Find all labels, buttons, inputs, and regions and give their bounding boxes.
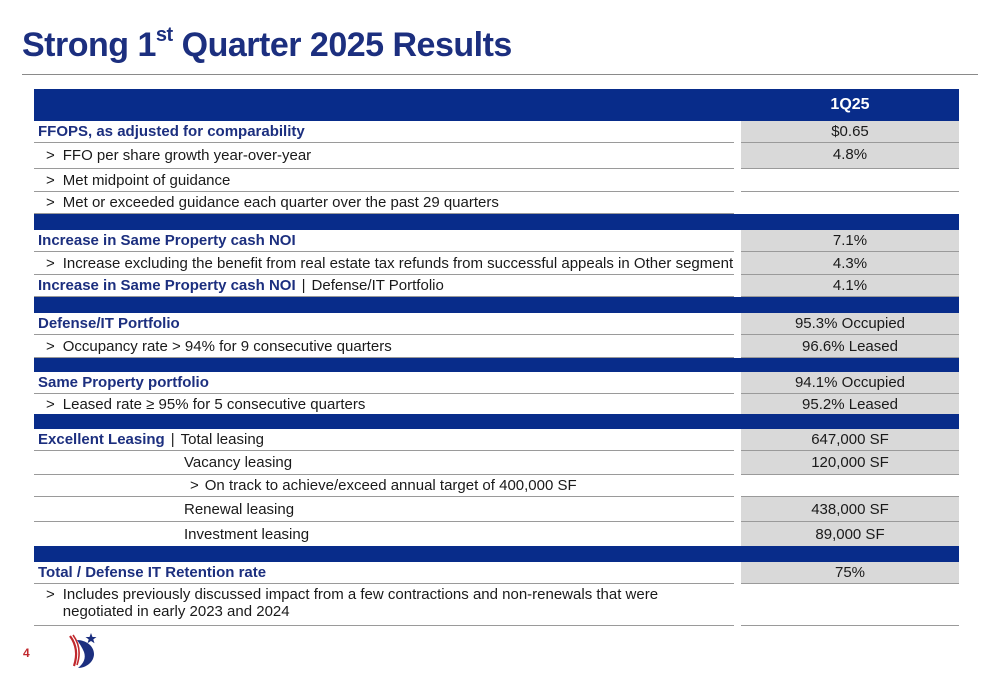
row-value: 75% bbox=[741, 562, 959, 584]
row-label: Vacancy leasing bbox=[34, 451, 734, 475]
row-label: > FFO per share growth year-over-year bbox=[34, 143, 734, 169]
row-value: 95.2% Leased bbox=[741, 394, 959, 414]
section-divider bbox=[34, 358, 959, 372]
table-row-same-portfolio: Same Property portfolio 94.1% Occupied bbox=[34, 372, 959, 394]
row-value: 4.1% bbox=[741, 275, 959, 297]
table-row-ffo-growth: > FFO per share growth year-over-year 4.8… bbox=[34, 143, 959, 169]
row-value: 120,000 SF bbox=[741, 451, 959, 475]
table-row-same-prop-noi: Increase in Same Property cash NOI 7.1% bbox=[34, 230, 959, 252]
table-row-excl-tax: > Increase excluding the benefit from rea… bbox=[34, 252, 959, 275]
row-label: > Leased rate ≥ 95% for 5 consecutive qua… bbox=[46, 395, 366, 413]
row-value: 96.6% Leased bbox=[741, 335, 959, 358]
row-label: > Includes previously discussed impact fr… bbox=[34, 584, 734, 626]
company-logo-icon bbox=[69, 633, 97, 668]
row-value-empty bbox=[741, 584, 959, 626]
row-label: Renewal leasing bbox=[34, 497, 734, 522]
table-row-defense-portfolio: Defense/IT Portfolio 95.3% Occupied bbox=[34, 313, 959, 335]
row-label: > Increase excluding the benefit from rea… bbox=[34, 252, 734, 275]
row-label: Excellent Leasing | Total leasing bbox=[34, 429, 734, 451]
table-row-renewal: Renewal leasing 438,000 SF bbox=[34, 497, 959, 522]
table-row-leased-rate: > Leased rate ≥ 95% for 5 consecutive qua… bbox=[34, 394, 959, 414]
table-row-on-track: > On track to achieve/exceed annual targe… bbox=[34, 475, 959, 497]
row-value: 647,000 SF bbox=[741, 429, 959, 451]
row-value: 7.1% bbox=[741, 230, 959, 252]
table-row-occupancy: > Occupancy rate > 94% for 9 consecutive … bbox=[34, 335, 959, 358]
row-value: 95.3% Occupied bbox=[741, 313, 959, 335]
row-label: > Met or exceeded guidance each quarter o… bbox=[34, 192, 734, 214]
row-label: Same Property portfolio bbox=[34, 372, 734, 394]
column-header-1q25: 1Q25 bbox=[830, 96, 870, 113]
row-value-empty bbox=[741, 169, 959, 192]
row-label: FFOPS, as adjusted for comparability bbox=[34, 121, 734, 143]
row-value-empty bbox=[741, 475, 959, 497]
table-header: 1Q25 bbox=[34, 89, 959, 121]
section-divider bbox=[34, 214, 959, 230]
table-row-investment: Investment leasing 89,000 SF bbox=[34, 522, 959, 546]
row-label: Increase in Same Property cash NOI bbox=[34, 230, 734, 252]
table-row-excellent-leasing: Excellent Leasing | Total leasing 647,000 … bbox=[34, 429, 959, 451]
row-value: 4.8% bbox=[741, 143, 959, 169]
section-divider bbox=[34, 297, 959, 313]
row-value: 438,000 SF bbox=[741, 497, 959, 522]
row-label: Total / Defense IT Retention rate bbox=[34, 562, 734, 584]
table-row-includes: > Includes previously discussed impact fr… bbox=[34, 584, 959, 626]
section-divider bbox=[34, 414, 959, 429]
row-value: 94.1% Occupied bbox=[741, 372, 959, 394]
table-row-met-midpoint: > Met midpoint of guidance bbox=[34, 169, 959, 192]
row-value-empty bbox=[741, 192, 959, 214]
table-row-ffops: FFOPS, as adjusted for comparability $0.… bbox=[34, 121, 959, 143]
title-divider bbox=[22, 74, 978, 75]
row-value: 89,000 SF bbox=[741, 522, 959, 546]
table-row-met-exceeded: > Met or exceeded guidance each quarter o… bbox=[34, 192, 959, 214]
table-row-vacancy: Vacancy leasing 120,000 SF bbox=[34, 451, 959, 475]
row-value: 4.3% bbox=[741, 252, 959, 275]
page-title: Strong 1st Quarter 2025 Results bbox=[22, 24, 512, 64]
row-value: $0.65 bbox=[741, 121, 959, 143]
row-label: > On track to achieve/exceed annual targe… bbox=[34, 475, 734, 497]
row-label: Increase in Same Property cash NOI | Defen… bbox=[34, 275, 734, 297]
row-label: Defense/IT Portfolio bbox=[34, 313, 734, 335]
row-label: > Met midpoint of guidance bbox=[34, 169, 734, 192]
row-label: Investment leasing bbox=[184, 525, 310, 543]
section-divider bbox=[34, 546, 959, 562]
results-table: 1Q25 FFOPS, as adjusted for comparabilit… bbox=[34, 89, 959, 626]
table-row-same-prop-noi-defense: Increase in Same Property cash NOI | Defen… bbox=[34, 275, 959, 297]
page-number: 4 bbox=[23, 646, 30, 660]
table-row-retention: Total / Defense IT Retention rate 75% bbox=[34, 562, 959, 584]
row-label: > Occupancy rate > 94% for 9 consecutive … bbox=[34, 335, 734, 358]
